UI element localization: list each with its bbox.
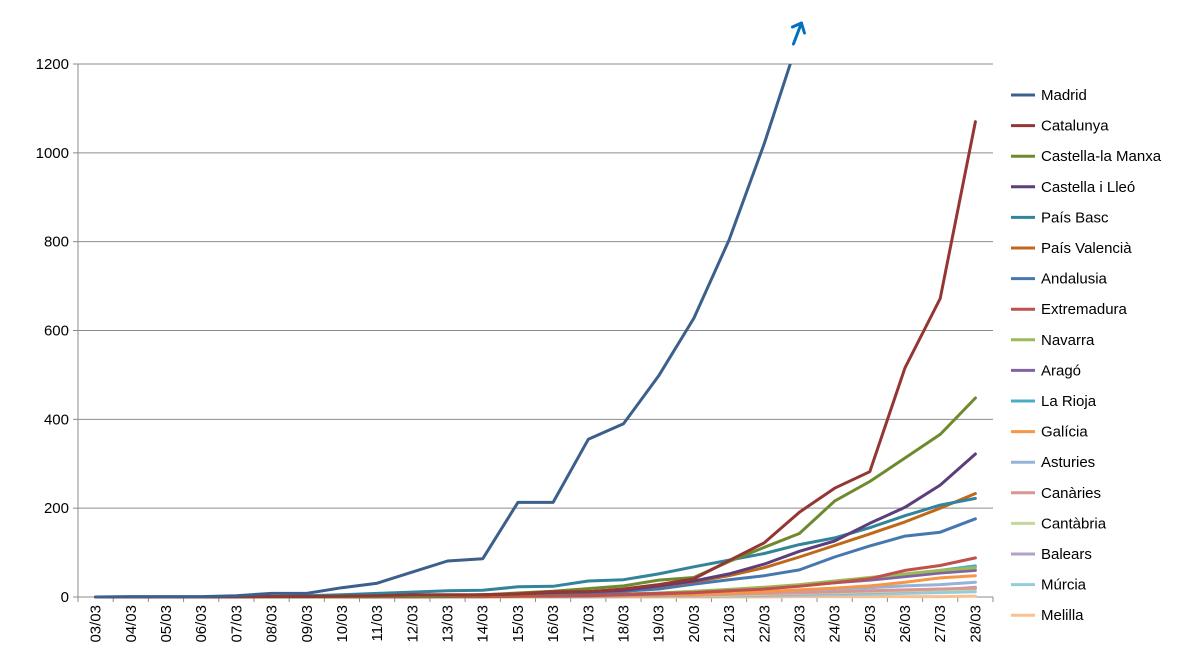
legend-label: Extremadura bbox=[1041, 301, 1128, 318]
series-line-castella-la-manxa bbox=[94, 396, 977, 599]
legend-label: Catalunya bbox=[1041, 118, 1109, 135]
x-tick-label: 05/03 bbox=[158, 605, 175, 643]
legend-label: Navarra bbox=[1041, 332, 1095, 349]
legend-item: Cantàbria bbox=[1011, 515, 1107, 532]
overflow-arrow-icon bbox=[790, 21, 806, 46]
legend-label: País Valencià bbox=[1041, 240, 1132, 257]
y-axis: 0 200 400 600 800 1000 1200 bbox=[36, 56, 79, 606]
x-tick-label: 19/03 bbox=[651, 605, 668, 643]
legend-item: Aragó bbox=[1011, 362, 1081, 379]
legend-item: Balears bbox=[1011, 546, 1092, 563]
x-tick-label: 25/03 bbox=[862, 605, 879, 643]
y-tick-label: 800 bbox=[44, 234, 69, 251]
x-tick-label: 13/03 bbox=[440, 605, 457, 643]
legend-item: Navarra bbox=[1011, 332, 1095, 349]
legend-item: País Basc bbox=[1011, 209, 1109, 226]
x-tick-label: 04/03 bbox=[123, 605, 140, 643]
x-tick-label: 06/03 bbox=[193, 605, 210, 643]
y-tick-label: 200 bbox=[44, 500, 69, 517]
legend-item: Castella i Lleó bbox=[1011, 179, 1135, 196]
x-tick-label: 15/03 bbox=[510, 605, 527, 643]
y-tick-label: 1000 bbox=[36, 145, 69, 162]
legend-label: Melilla bbox=[1041, 607, 1084, 624]
legend-label: Canàries bbox=[1041, 485, 1101, 502]
series-lines bbox=[94, 64, 977, 599]
legend-item: País Valencià bbox=[1011, 240, 1132, 257]
x-tick-label: 26/03 bbox=[897, 605, 914, 643]
legend-item: Madrid bbox=[1011, 87, 1087, 104]
x-axis: 03/03 04/03 05/03 06/03 07/03 08/03 09/03 10/03… bbox=[77, 596, 994, 643]
legend-label: Castella i Lleó bbox=[1041, 179, 1135, 196]
x-tick-label: 27/03 bbox=[932, 605, 949, 643]
y-tick-label: 1200 bbox=[36, 56, 69, 73]
x-tick-label: 17/03 bbox=[580, 605, 597, 643]
legend-label: Múrcia bbox=[1041, 577, 1087, 594]
x-tick-label: 09/03 bbox=[299, 605, 316, 643]
legend: Madrid Catalunya Castella-la Manxa Castella… bbox=[1011, 87, 1162, 624]
x-tick-label: 03/03 bbox=[88, 605, 105, 643]
gridlines bbox=[78, 63, 993, 509]
legend-label: Madrid bbox=[1041, 87, 1087, 104]
legend-item: Canàries bbox=[1011, 485, 1101, 502]
legend-item: Andalusia bbox=[1011, 271, 1108, 288]
legend-label: Galícia bbox=[1041, 424, 1088, 441]
legend-label: País Basc bbox=[1041, 209, 1109, 226]
y-tick-label: 400 bbox=[44, 411, 69, 428]
x-tick-label: 11/03 bbox=[369, 605, 386, 641]
x-tick-label: 22/03 bbox=[756, 605, 773, 643]
legend-item: La Rioja bbox=[1011, 393, 1097, 410]
series-line-madrid bbox=[94, 64, 792, 599]
y-tick-label: 0 bbox=[61, 589, 69, 606]
x-tick-label: 10/03 bbox=[334, 605, 351, 643]
legend-item: Castella-la Manxa bbox=[1011, 148, 1162, 165]
legend-item: Asturies bbox=[1011, 454, 1095, 471]
legend-label: Balears bbox=[1041, 546, 1092, 563]
x-tick-label: 24/03 bbox=[827, 605, 844, 643]
legend-item: Múrcia bbox=[1011, 577, 1087, 594]
legend-item: Galícia bbox=[1011, 424, 1088, 441]
x-tick-label: 20/03 bbox=[686, 605, 703, 643]
x-tick-label: 16/03 bbox=[545, 605, 562, 643]
legend-item: Extremadura bbox=[1011, 301, 1128, 318]
legend-item: Catalunya bbox=[1011, 118, 1109, 135]
legend-label: Asturies bbox=[1041, 454, 1095, 471]
series-line-castella-i-lle- bbox=[94, 452, 977, 599]
x-tick-label: 23/03 bbox=[791, 605, 808, 643]
legend-label: Aragó bbox=[1041, 362, 1081, 379]
x-tick-label: 07/03 bbox=[228, 605, 245, 643]
series-line-catalunya bbox=[94, 120, 977, 599]
legend-label: La Rioja bbox=[1041, 393, 1097, 410]
x-tick-label: 12/03 bbox=[404, 605, 421, 643]
x-tick-label: 08/03 bbox=[264, 605, 281, 643]
x-tick-label: 21/03 bbox=[721, 605, 738, 643]
legend-label: Cantàbria bbox=[1041, 515, 1107, 532]
x-tick-label: 18/03 bbox=[615, 605, 632, 643]
legend-item: Melilla bbox=[1011, 607, 1084, 624]
x-tick-label: 28/03 bbox=[967, 605, 984, 643]
legend-label: Castella-la Manxa bbox=[1041, 148, 1162, 165]
y-tick-label: 600 bbox=[44, 323, 69, 340]
legend-label: Andalusia bbox=[1041, 271, 1108, 288]
x-tick-label: 14/03 bbox=[475, 605, 492, 643]
